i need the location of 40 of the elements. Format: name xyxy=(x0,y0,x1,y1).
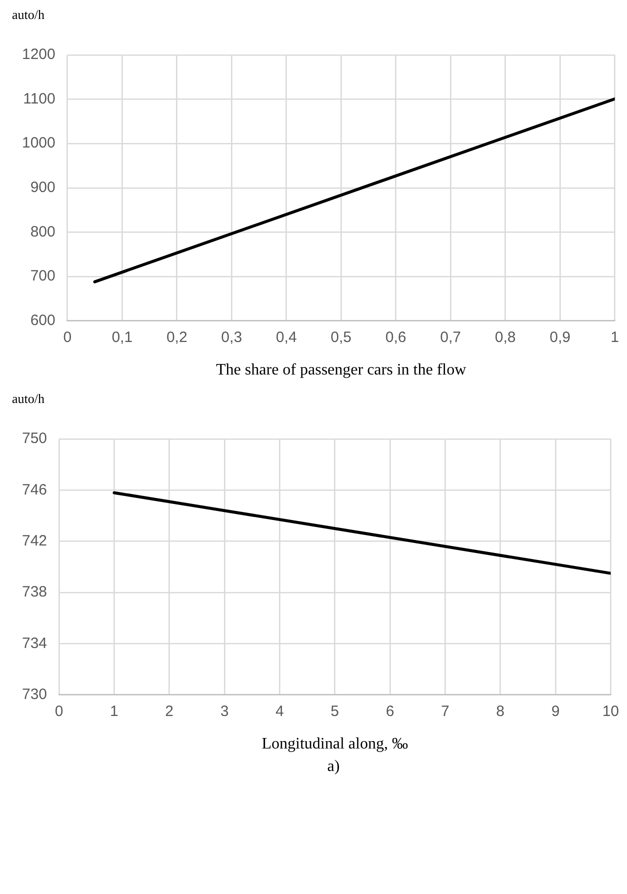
x-tick-label: 0 xyxy=(63,328,72,346)
x-tick-label: 0,4 xyxy=(276,328,297,346)
y-tick-label: 1000 xyxy=(22,134,56,152)
x-tick-label: 4 xyxy=(276,702,284,720)
y-tick-label: 742 xyxy=(22,532,48,550)
x-tick-label: 0,8 xyxy=(494,328,516,346)
x-tick-label: 0,5 xyxy=(330,328,352,346)
y-tick-label: 900 xyxy=(30,179,56,196)
x-tick-label: 0,1 xyxy=(112,328,133,346)
y-tick-label: 730 xyxy=(22,686,48,703)
y-axis-title: auto/h xyxy=(11,6,46,24)
y-tick-label: 734 xyxy=(22,634,48,652)
x-tick-label: 2 xyxy=(165,702,174,720)
x-tick-label: 3 xyxy=(220,702,229,720)
y-tick-label: 1100 xyxy=(23,90,56,108)
x-tick-label: 0,7 xyxy=(440,328,462,346)
text: a) xyxy=(326,758,341,776)
x-axis-title: The share of passenger cars in the flow xyxy=(216,362,467,379)
y-tick-label: 1200 xyxy=(22,46,56,64)
x-tick-label: 0,9 xyxy=(550,328,571,346)
y-tick-label: 600 xyxy=(30,312,56,329)
x-axis-title: Longitudinal along, ‰ xyxy=(262,736,408,753)
x-tick-label: 5 xyxy=(330,702,340,720)
x-tick-label: 1 xyxy=(110,702,118,720)
y-tick-label: 746 xyxy=(22,481,48,498)
x-tick-label: 0,6 xyxy=(385,328,406,346)
y-tick-label: 800 xyxy=(30,223,56,240)
y-tick-label: 750 xyxy=(22,430,48,448)
y-tick-label: 700 xyxy=(30,268,56,285)
x-tick-label: 7 xyxy=(440,702,450,720)
y-tick-label: 738 xyxy=(22,584,48,601)
y-axis-title: auto/h xyxy=(11,390,46,408)
x-tick-label: 6 xyxy=(386,702,394,720)
x-tick-label: 8 xyxy=(496,702,505,720)
x-tick-label: 0 xyxy=(54,702,64,720)
x-tick-label: 10 xyxy=(602,702,619,720)
x-tick-label: 1 xyxy=(610,328,619,346)
x-tick-label: 0,2 xyxy=(166,328,188,346)
x-tick-label: 0,3 xyxy=(221,328,242,346)
x-tick-label: 9 xyxy=(551,702,560,720)
